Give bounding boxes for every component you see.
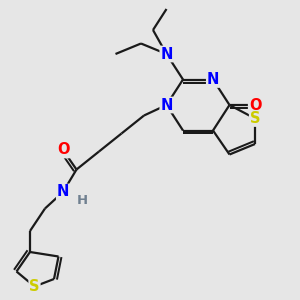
Text: O: O — [57, 142, 69, 158]
Text: N: N — [160, 98, 173, 112]
Text: S: S — [250, 111, 260, 126]
Text: N: N — [160, 46, 173, 62]
Text: N: N — [57, 184, 69, 200]
Text: S: S — [29, 279, 40, 294]
Text: N: N — [207, 72, 219, 87]
Text: O: O — [249, 98, 261, 112]
Text: H: H — [77, 194, 88, 208]
